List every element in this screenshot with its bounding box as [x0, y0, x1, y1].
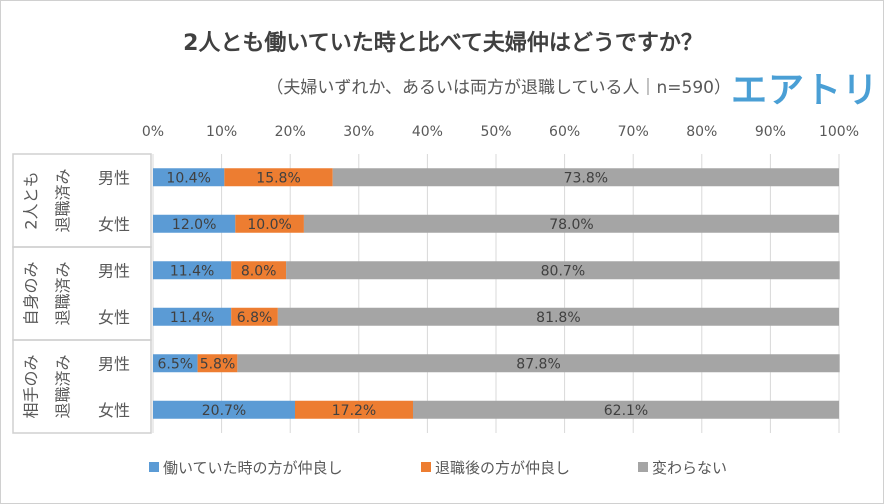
bar-segment: [286, 261, 840, 280]
bar-segment: [224, 168, 333, 187]
group-label: 自身のみ: [22, 261, 41, 325]
chart-subtitle: （夫婦いずれか、あるいは両方が退職している人｜n=590）: [266, 78, 731, 98]
bar-segment: [153, 214, 236, 233]
legend-swatch: [421, 462, 431, 472]
x-tick-label: 40%: [412, 124, 443, 140]
data-label: 80.7%: [541, 263, 585, 279]
data-label: 12.0%: [172, 217, 216, 233]
category-label: 女性: [98, 215, 130, 234]
group-box: [12, 339, 152, 434]
group-label: 退職済み: [54, 354, 73, 418]
category-label: 男性: [98, 261, 130, 280]
data-label: 10.0%: [247, 217, 291, 233]
legend-label: 退職後の方が仲良し: [435, 459, 570, 477]
bar-segment: [295, 400, 413, 419]
data-label: 81.8%: [536, 310, 580, 326]
group-label: 2人とも: [22, 171, 41, 229]
x-tick-label: 20%: [275, 124, 306, 140]
data-label: 8.0%: [241, 263, 277, 279]
x-tick-label: 60%: [549, 124, 580, 140]
data-label: 11.4%: [170, 310, 214, 326]
x-tick-label: 30%: [343, 124, 374, 140]
bar-segment: [197, 354, 238, 373]
category-label: 女性: [98, 308, 130, 327]
data-label: 17.2%: [332, 403, 376, 419]
group-label: 退職済み: [54, 261, 73, 325]
bar-segment: [153, 400, 296, 419]
chart-title: 2人とも働いていた時と比べて夫婦仲はどうですか？: [183, 31, 703, 56]
bar-segment: [153, 354, 198, 373]
x-tick-label: 100%: [819, 124, 859, 140]
data-label: 10.4%: [166, 170, 210, 186]
x-tick-label: 50%: [480, 124, 511, 140]
x-tick-label: 10%: [206, 124, 237, 140]
bar-segment: [412, 400, 839, 419]
x-tick-label: 90%: [755, 124, 786, 140]
x-tick-label: 70%: [618, 124, 649, 140]
bar-segment: [231, 307, 278, 326]
legend-swatch: [149, 462, 159, 472]
data-label: 78.0%: [549, 217, 593, 233]
bar-segment: [332, 168, 839, 187]
bar-segment: [153, 307, 232, 326]
bar-segment: [153, 261, 232, 280]
category-label: 男性: [98, 168, 130, 187]
data-label: 11.4%: [170, 263, 214, 279]
data-label: 6.8%: [237, 310, 273, 326]
data-label: 73.8%: [564, 170, 608, 186]
data-label: 20.7%: [202, 403, 246, 419]
bar-segment: [237, 354, 840, 373]
brand-logo: エアトリ: [731, 70, 880, 111]
category-label: 女性: [98, 401, 130, 420]
data-label: 6.5%: [158, 356, 194, 372]
bar-segment: [303, 214, 839, 233]
data-label: 15.8%: [256, 170, 300, 186]
bar-segment: [235, 214, 304, 233]
data-label: 62.1%: [604, 403, 648, 419]
data-label: 5.8%: [200, 356, 236, 372]
bar-segment: [231, 261, 287, 280]
legend-label: 変わらない: [652, 459, 727, 477]
legend-swatch: [638, 462, 648, 472]
group-label: 相手のみ: [22, 354, 41, 418]
category-label: 男性: [98, 354, 130, 373]
bar-segment: [277, 307, 839, 326]
bar-segment: [153, 168, 225, 187]
x-tick-label: 0%: [142, 124, 164, 140]
legend-label: 働いていた時の方が仲良し: [163, 459, 343, 477]
group-label: 退職済み: [54, 168, 73, 232]
x-tick-label: 80%: [686, 124, 717, 140]
data-label: 87.8%: [516, 356, 560, 372]
